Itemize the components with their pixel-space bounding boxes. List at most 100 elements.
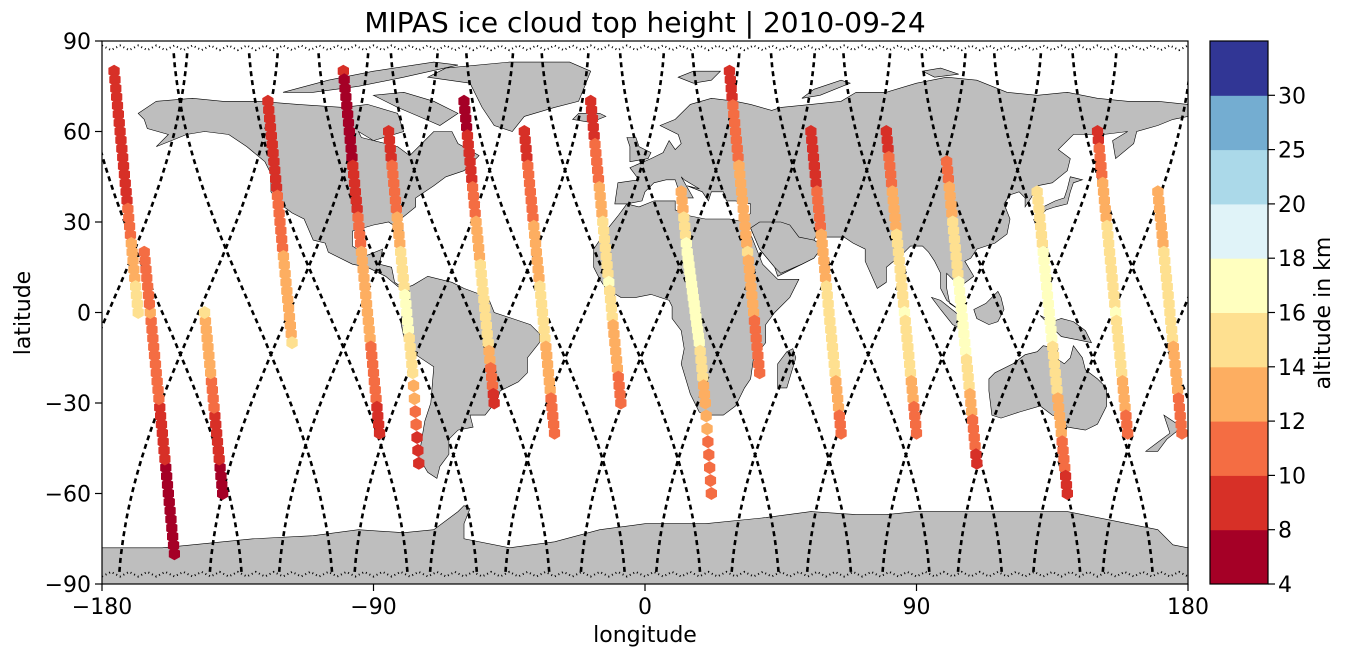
orbit-track-asc-12 (956, 52, 1118, 573)
cloud-point-12-4-0 (904, 366, 917, 380)
cloud-point-2-2-2 (203, 349, 215, 363)
cloud-point-14-1-2 (1039, 262, 1051, 276)
colorbar-tick-label: 12 (1278, 410, 1306, 435)
cloud-point-13-2-6 (958, 327, 970, 341)
cloud-point-16-3-4 (1173, 400, 1185, 414)
cloud-point-11-2-4 (820, 280, 833, 294)
cloud-point-3-1-4 (271, 189, 283, 203)
cloud-point-6-1-2 (466, 172, 478, 186)
cloud-point-3-2-6 (279, 267, 291, 281)
cloud-point-5-3-0 (401, 306, 413, 319)
cloud-point-15-1-6 (1103, 237, 1115, 250)
cloud-point-5-0-2 (384, 142, 396, 156)
cloud-point-8-4-4 (612, 370, 624, 384)
cloud-point-5-4-4 (410, 418, 422, 431)
orbit-track-desc-6 (540, 52, 702, 573)
cloud-point-14-end (1061, 487, 1073, 500)
cloud-point-12-3-0 (898, 306, 911, 319)
cloud-point-10-3-3 (744, 271, 756, 285)
orbit-track-desc-13 (1071, 52, 1188, 403)
land-baffin-island (372, 91, 459, 126)
cloud-point-12-1-0 (886, 185, 898, 199)
cloud-point-0-3-4 (130, 280, 142, 294)
cloud-point-11-1-0 (811, 185, 823, 199)
cloud-point-8-2-2 (598, 232, 611, 246)
orbit-track-asc-9 (730, 52, 892, 573)
orbit-track-desc-10 (842, 52, 1003, 573)
cloud-point-0-2-4 (124, 219, 136, 233)
cloud-point-13-2-4 (956, 310, 968, 324)
cloud-point-6-1-4 (467, 189, 480, 203)
cloud-point-13-0-3 (943, 181, 955, 194)
cloud-point-2-2-3 (202, 340, 214, 354)
cloud-point-4-1-6 (348, 176, 361, 190)
cloud-point-1-2-0 (156, 426, 168, 440)
cloud-point-6-2-1 (471, 224, 483, 238)
cloud-point-7-1-0 (524, 185, 536, 199)
x-tick-label: −180 (72, 595, 132, 620)
cloud-point-4-2-0 (349, 185, 361, 199)
cloud-point-14-4-4 (1059, 461, 1071, 475)
cloud-point-2-1-0 (211, 426, 223, 440)
colorbar-bin (1210, 149, 1268, 205)
cloud-point-12-0-2 (882, 142, 894, 156)
cloud-point-10-3-1 (742, 254, 755, 268)
cloud-point-9-4-4 (703, 448, 715, 462)
orbit-track-asc-3 (277, 52, 439, 573)
cloud-point-3-2-0 (274, 215, 286, 229)
cloud-point-9-0-3 (678, 211, 690, 225)
cloud-point-4-end (373, 426, 386, 440)
colorbar-bin (1210, 258, 1268, 313)
cloud-point-14-2-0 (1043, 306, 1055, 319)
colorbar-bin (1210, 421, 1268, 476)
cloud-point-5-end (413, 456, 425, 470)
cloud-point-13-2-0 (953, 275, 965, 289)
cloud-point-16-0-4 (1155, 219, 1167, 233)
cloud-point-2-2-4 (201, 331, 213, 345)
cloud-point-7-end (548, 426, 561, 440)
cloud-point-2-0-5 (212, 443, 224, 457)
cloud-point-2-0-0 (217, 487, 229, 500)
orbit-track-asc-6 (504, 52, 666, 573)
cloud-point-11-1-6 (816, 237, 828, 250)
cloud-point-13-end (971, 456, 983, 470)
cloud-point-14-2-5 (1047, 349, 1060, 363)
cloud-point-5-0-6 (388, 176, 400, 190)
cloud-point-5-0-1 (383, 133, 396, 147)
cloud-point-15-2-6 (1109, 297, 1121, 311)
cloud-point-0-2-5 (124, 228, 137, 242)
cloud-point-7-0-0 (518, 125, 530, 138)
cloud-point-11-4-3 (832, 392, 844, 406)
cloud-point-6-0-4 (461, 129, 474, 143)
colorbar-tick-label: 18 (1278, 247, 1306, 272)
cloud-point-0-0-1 (109, 73, 121, 87)
cloud-point-5-3-1 (401, 314, 414, 328)
cloud-point-3-0-0 (262, 94, 274, 108)
y-tick-label: −90 (45, 573, 91, 598)
colorbar-tick-label: 16 (1278, 302, 1306, 327)
cloud-point-6-3-6 (481, 327, 493, 341)
cloud-point-5-3-2 (402, 323, 414, 337)
cloud-point-8-1-2 (592, 172, 605, 186)
cloud-point-11-4-0 (829, 366, 841, 380)
cloud-point-7-3-5 (541, 349, 553, 363)
cloud-point-9-0-6 (680, 237, 692, 250)
cloud-point-1-3-3 (148, 340, 160, 354)
cloud-point-9-4-6 (704, 474, 717, 488)
orbit-track-desc-12 (992, 52, 1154, 573)
cloud-point-15-2-3 (1106, 271, 1118, 285)
cloud-point-12-4-3 (907, 392, 919, 406)
cloud-point-12-3-5 (903, 349, 915, 363)
x-tick-label: 90 (903, 595, 931, 620)
cloud-point-6-2-2 (472, 232, 484, 246)
cloud-point-6-3-0 (476, 275, 488, 289)
colorbar-bin (1210, 312, 1268, 368)
orbit-track-desc-1 (172, 52, 334, 573)
colorbar-bin (1210, 529, 1268, 585)
cloud-point-10-end (754, 366, 766, 380)
orbit-track-asc-7 (579, 52, 741, 573)
cloud-point-5-4-6 (412, 443, 424, 457)
orbit-track-desc-0 (102, 150, 243, 573)
cloud-point-8-3-0 (603, 275, 615, 289)
